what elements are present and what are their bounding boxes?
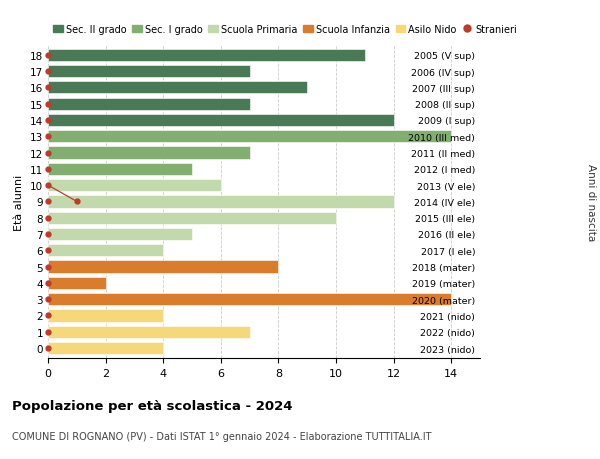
Legend: Sec. II grado, Sec. I grado, Scuola Primaria, Scuola Infanzia, Asilo Nido, Stran: Sec. II grado, Sec. I grado, Scuola Prim… bbox=[53, 25, 517, 35]
Bar bbox=[48, 98, 250, 111]
Bar bbox=[48, 277, 106, 289]
Bar bbox=[48, 342, 163, 354]
Text: Popolazione per età scolastica - 2024: Popolazione per età scolastica - 2024 bbox=[12, 399, 293, 412]
Bar bbox=[48, 245, 163, 257]
Bar bbox=[48, 229, 192, 241]
Bar bbox=[48, 261, 278, 273]
Bar bbox=[48, 179, 221, 192]
Bar bbox=[48, 212, 336, 224]
Bar bbox=[48, 115, 394, 127]
Text: Anni di nascita: Anni di nascita bbox=[586, 163, 596, 241]
Bar bbox=[48, 163, 192, 175]
Bar bbox=[48, 147, 250, 159]
Bar bbox=[48, 82, 307, 94]
Bar bbox=[48, 50, 365, 62]
Bar bbox=[48, 293, 451, 306]
Bar bbox=[48, 326, 250, 338]
Bar bbox=[48, 196, 394, 208]
Y-axis label: Età alunni: Età alunni bbox=[14, 174, 25, 230]
Text: COMUNE DI ROGNANO (PV) - Dati ISTAT 1° gennaio 2024 - Elaborazione TUTTITALIA.IT: COMUNE DI ROGNANO (PV) - Dati ISTAT 1° g… bbox=[12, 431, 431, 442]
Bar bbox=[48, 66, 250, 78]
Bar bbox=[48, 310, 163, 322]
Bar bbox=[48, 131, 451, 143]
